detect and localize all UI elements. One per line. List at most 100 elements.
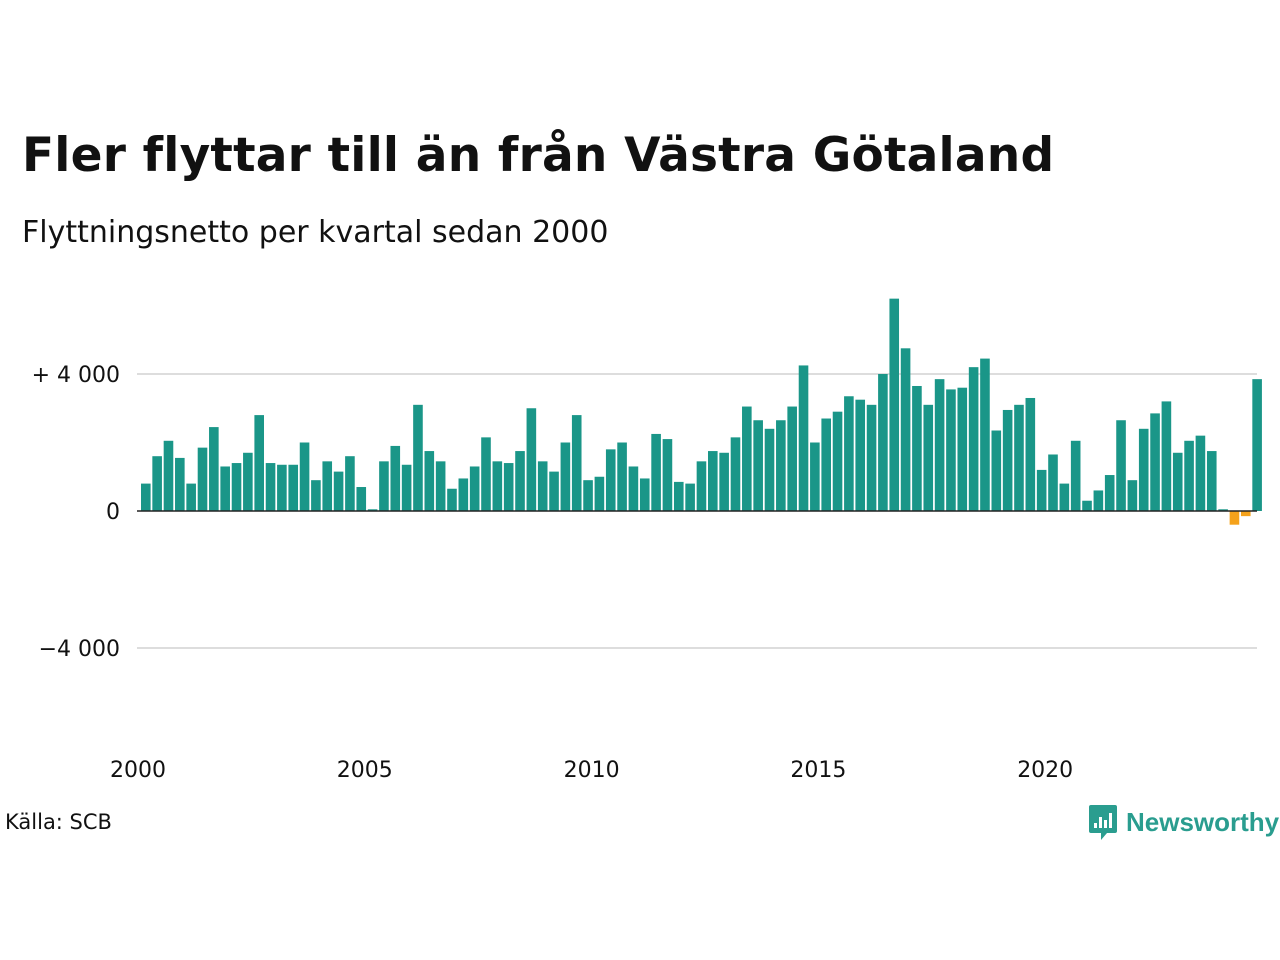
bar xyxy=(1138,428,1149,511)
bars xyxy=(141,298,1262,525)
bar xyxy=(209,427,219,511)
bar xyxy=(379,461,389,511)
bar xyxy=(900,348,911,511)
bar xyxy=(1048,454,1058,511)
bar xyxy=(1150,413,1160,511)
bar xyxy=(435,461,446,511)
bar xyxy=(458,478,469,511)
gridlines xyxy=(137,373,1257,649)
bar xyxy=(447,488,457,511)
bar xyxy=(1059,483,1070,511)
bar xyxy=(254,415,264,511)
bar xyxy=(1036,469,1047,511)
bar xyxy=(753,420,763,511)
bar xyxy=(311,480,321,511)
bar xyxy=(175,457,185,511)
bar xyxy=(628,466,639,511)
bar xyxy=(277,464,287,511)
bar xyxy=(1252,379,1262,511)
x-tick-label: 2005 xyxy=(337,758,393,783)
bar xyxy=(537,461,548,511)
bar xyxy=(605,449,616,511)
bar xyxy=(1127,480,1138,511)
bar xyxy=(288,464,299,511)
bar xyxy=(1116,420,1126,511)
bar xyxy=(424,451,435,511)
bar xyxy=(673,481,684,511)
chart-title: Fler flyttar till än från Västra Götalan… xyxy=(22,128,1055,183)
bar xyxy=(617,442,627,511)
bar xyxy=(662,439,673,511)
bar xyxy=(1104,475,1115,511)
bar xyxy=(152,456,162,511)
bar xyxy=(776,420,786,511)
x-axis-ticks: 2000 2005 2010 2015 2020 xyxy=(110,758,1073,783)
bar xyxy=(186,483,196,511)
bar xyxy=(912,385,922,511)
bar-chart: + 4 000 0 −4 000 2000 2005 2010 2015 2020 xyxy=(32,298,1262,783)
bar xyxy=(333,471,344,511)
bar xyxy=(1229,511,1240,525)
bar xyxy=(639,478,650,511)
bar xyxy=(163,440,174,511)
bar xyxy=(1172,452,1183,511)
x-tick-label: 2010 xyxy=(564,758,620,783)
bar xyxy=(492,461,503,511)
bar xyxy=(560,442,571,511)
bar xyxy=(696,461,707,511)
bar xyxy=(390,445,401,511)
bar xyxy=(571,415,582,511)
bar xyxy=(742,406,752,511)
bar xyxy=(708,451,718,511)
bar xyxy=(798,365,809,511)
y-tick-label: + 4 000 xyxy=(32,363,120,388)
bar xyxy=(231,463,242,511)
bar xyxy=(1002,409,1013,511)
bar xyxy=(889,298,900,511)
bar xyxy=(730,437,741,511)
bar xyxy=(991,430,1002,511)
bar xyxy=(243,452,253,511)
bar xyxy=(1082,500,1092,511)
y-axis-ticks: + 4 000 0 −4 000 xyxy=(32,363,120,662)
bar xyxy=(685,483,695,511)
brand-name: Newsworthy xyxy=(1126,806,1280,837)
bar xyxy=(1218,509,1228,511)
bar xyxy=(345,456,355,511)
bar xyxy=(1025,397,1036,511)
bar xyxy=(1093,490,1104,511)
y-tick-label: −4 000 xyxy=(39,637,120,662)
bar xyxy=(367,509,378,511)
y-tick-label: 0 xyxy=(106,500,120,525)
newsworthy-chart-icon xyxy=(1088,803,1118,841)
x-tick-label: 2000 xyxy=(110,758,166,783)
bar xyxy=(265,463,276,511)
bar xyxy=(594,476,605,511)
bar xyxy=(401,464,412,511)
bar xyxy=(866,404,877,511)
bar xyxy=(844,396,854,511)
bar xyxy=(356,487,367,511)
bar xyxy=(515,451,525,511)
bar xyxy=(322,461,333,511)
bar xyxy=(878,374,888,511)
bar xyxy=(957,387,968,511)
bar xyxy=(968,367,979,511)
bar xyxy=(821,418,831,511)
bar xyxy=(469,466,480,511)
chart-subtitle: Flyttningsnetto per kvartal sedan 2000 xyxy=(22,215,609,250)
bar xyxy=(946,389,956,511)
bar xyxy=(503,463,514,511)
bar xyxy=(481,437,491,511)
bar xyxy=(855,399,866,511)
bar xyxy=(810,442,820,511)
bar xyxy=(413,404,423,511)
bar xyxy=(141,483,151,511)
x-tick-label: 2020 xyxy=(1017,758,1073,783)
bar xyxy=(197,447,208,511)
bar xyxy=(583,480,593,511)
bar xyxy=(1070,440,1081,511)
bar xyxy=(299,442,310,511)
bar xyxy=(923,404,934,511)
bar xyxy=(832,411,843,511)
